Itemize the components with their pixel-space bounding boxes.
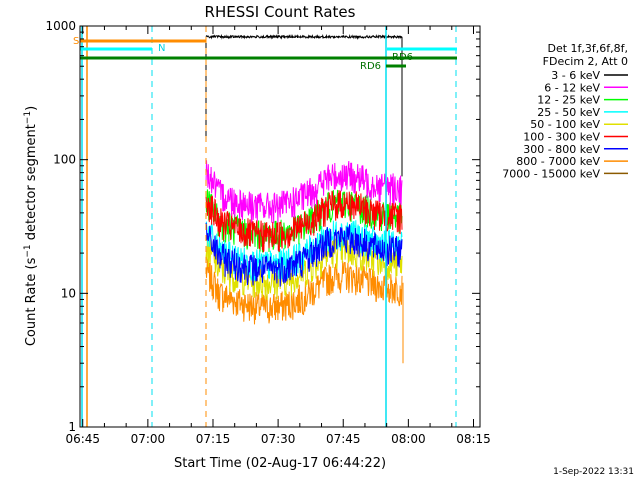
state-flags-layer <box>80 26 457 427</box>
x-tick-label: 08:15 <box>456 432 491 446</box>
flag-label-rd6-a: RD6 <box>392 52 413 63</box>
y-tick-label: 10 <box>61 286 76 300</box>
x-tick-label: 07:45 <box>326 432 361 446</box>
x-tick-label: 07:00 <box>131 432 166 446</box>
footer-date: 1-Sep-2022 13:31 <box>553 467 634 477</box>
flag-label-rd6-b: RD6 <box>360 61 381 72</box>
x-tick-label: 08:00 <box>391 432 426 446</box>
plot-frame <box>79 25 481 428</box>
legend-entry-label: 800 - 7000 keV <box>516 155 600 168</box>
data-series-layer <box>205 33 404 364</box>
legend-header-2: FDecim 2, Att 0 <box>543 55 628 68</box>
y-tick-label: 1000 <box>45 19 76 33</box>
y-tick-label: 100 <box>53 153 76 167</box>
x-axis-label: Start Time (02-Aug-17 06:44:22) <box>174 456 386 471</box>
series-line <box>205 190 403 253</box>
y-axis-label: Count Rate (s−1 detector segment−1) <box>23 106 39 346</box>
legend-entry-label: 25 - 50 keV <box>537 106 600 119</box>
flag-label-s: S <box>73 36 79 47</box>
legend-entry-label: 12 - 25 keV <box>537 94 600 107</box>
legend-entry-label: 6 - 12 keV <box>544 81 600 94</box>
y-label-part-main: Count Rate (s <box>24 257 39 346</box>
legend-entry-label: 300 - 800 keV <box>523 143 600 156</box>
legend-header-1: Det 1f,3f,6f,8f, <box>547 42 628 55</box>
legend-entry-label: 50 - 100 keV <box>530 118 600 131</box>
legend-entry-label: 100 - 300 keV <box>523 131 600 144</box>
y-label-superscript-1: −1 <box>23 244 33 257</box>
series-line <box>205 33 403 40</box>
y-label-superscript-2: −1 <box>23 111 33 124</box>
legend-entry-label: 7000 - 15000 keV <box>502 167 600 180</box>
x-tick-label: 07:15 <box>196 432 231 446</box>
series-line <box>205 222 403 287</box>
y-label-part-end: ) <box>24 106 39 111</box>
x-tick-label: 06:45 <box>65 432 100 446</box>
flag-label-n: N <box>158 43 165 54</box>
x-axis: 06:45 07:00 07:15 07:30 07:45 08:00 08:15 <box>65 26 491 446</box>
series-line <box>205 160 403 224</box>
y-axis: 1 10 100 1000 <box>45 19 480 434</box>
legend-entry-label: 3 - 6 keV <box>551 69 600 82</box>
x-tick-label: 07:30 <box>261 432 296 446</box>
legend: Det 1f,3f,6f,8f, FDecim 2, Att 0 3 - 6 k… <box>502 42 628 180</box>
series-line <box>205 258 403 325</box>
y-label-part-mid: detector segment <box>24 124 39 244</box>
y-tick-label: 1 <box>68 420 76 434</box>
chart-title: RHESSI Count Rates <box>205 3 356 21</box>
